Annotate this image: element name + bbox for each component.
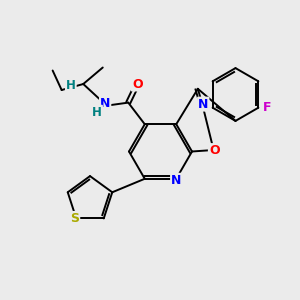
Text: O: O [209, 144, 220, 157]
Text: O: O [132, 77, 142, 91]
Text: N: N [171, 174, 181, 187]
Text: H: H [92, 106, 102, 119]
Text: F: F [262, 101, 271, 114]
Text: N: N [198, 98, 208, 111]
Text: S: S [70, 212, 79, 225]
Text: N: N [100, 97, 110, 110]
Text: H: H [66, 79, 76, 92]
